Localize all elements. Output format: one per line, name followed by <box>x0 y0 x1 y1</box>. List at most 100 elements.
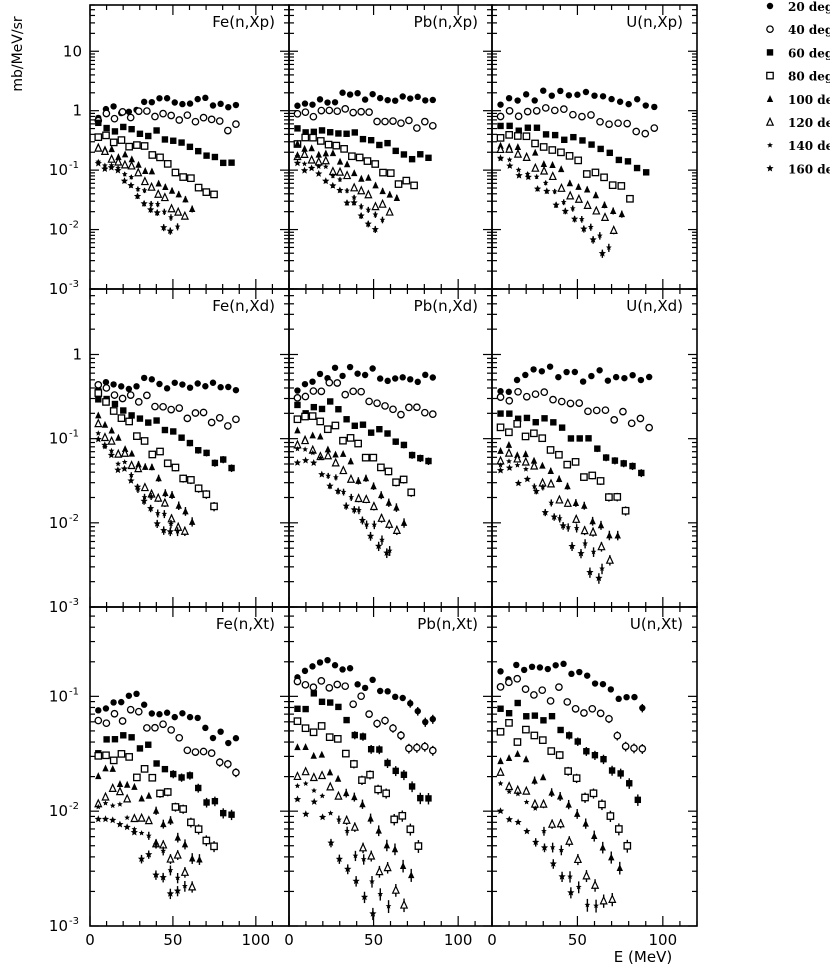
data-point <box>541 104 550 112</box>
data-point <box>392 525 401 534</box>
data-point <box>359 421 367 428</box>
data-point <box>160 223 168 231</box>
data-point <box>414 378 421 386</box>
data-point <box>363 157 372 165</box>
data-point <box>110 381 117 388</box>
data-point <box>557 148 565 157</box>
y-tick-label: 10 <box>49 917 68 935</box>
data-point <box>335 166 345 176</box>
data-point <box>399 475 408 484</box>
data-point <box>497 446 504 454</box>
data-point <box>118 717 127 725</box>
data-point <box>120 465 129 472</box>
data-point <box>136 130 144 137</box>
data-point <box>397 731 405 740</box>
data-point <box>534 185 542 192</box>
data-point <box>309 431 316 439</box>
data-point <box>300 166 309 174</box>
legend-label: 100 deg <box>788 93 830 107</box>
data-point <box>619 407 627 416</box>
data-point <box>344 187 350 193</box>
y-tick-label-exponent: -1 <box>69 429 79 440</box>
data-point <box>159 402 167 411</box>
series-40 deg <box>496 387 654 432</box>
data-point <box>151 723 159 732</box>
data-point <box>187 818 195 827</box>
data-point <box>559 521 567 529</box>
data-point <box>334 774 342 782</box>
data-point <box>228 464 235 472</box>
data-point <box>391 845 399 853</box>
data-point <box>155 179 162 187</box>
data-point <box>621 742 630 751</box>
data-point <box>317 106 326 115</box>
data-point <box>379 187 386 195</box>
data-point <box>210 190 218 199</box>
data-point <box>351 169 358 177</box>
data-point <box>333 474 339 480</box>
data-point <box>633 164 641 172</box>
data-point <box>357 387 365 396</box>
data-point <box>422 97 429 104</box>
data-point <box>293 394 302 402</box>
data-point <box>376 746 383 753</box>
data-point <box>372 181 379 189</box>
data-point <box>359 800 366 808</box>
data-point <box>101 165 109 172</box>
data-point <box>114 448 123 458</box>
data-point <box>294 153 301 159</box>
data-point <box>310 128 318 136</box>
data-point <box>373 117 381 126</box>
data-point <box>634 96 641 103</box>
legend-entry-140-deg: 140 deg <box>767 139 830 153</box>
data-point <box>144 815 153 825</box>
x-tick-label: 50 <box>163 931 182 949</box>
data-point <box>327 398 334 405</box>
data-point <box>402 176 411 185</box>
data-point <box>232 415 240 424</box>
data-point <box>615 156 623 164</box>
data-point <box>391 375 399 382</box>
data-point <box>522 371 529 379</box>
data-point <box>566 190 575 200</box>
data-point <box>140 765 149 773</box>
data-point <box>335 130 342 137</box>
x-tick-label: 100 <box>649 931 678 949</box>
data-point <box>632 127 641 136</box>
data-point <box>592 191 600 199</box>
series-160 deg <box>293 795 377 921</box>
data-point <box>148 493 154 499</box>
data-point <box>324 656 331 664</box>
data-point <box>160 820 167 828</box>
series-120 deg <box>496 766 617 908</box>
data-point <box>552 662 559 669</box>
data-point <box>138 794 145 802</box>
data-point <box>301 133 310 142</box>
data-point <box>555 450 563 459</box>
legend-label: 120 deg <box>788 116 830 130</box>
data-point <box>302 129 309 136</box>
data-point <box>136 745 144 752</box>
data-point <box>369 90 376 98</box>
data-point <box>322 177 330 185</box>
data-point <box>405 403 413 412</box>
data-point <box>293 717 302 726</box>
data-point <box>175 404 184 412</box>
data-point <box>194 183 203 192</box>
data-point <box>375 866 384 876</box>
data-point <box>359 135 367 143</box>
data-point <box>623 693 630 701</box>
data-point <box>407 488 416 497</box>
series-120 deg <box>293 435 401 536</box>
data-point <box>199 113 208 122</box>
series-80 deg <box>496 131 634 203</box>
data-point <box>211 153 219 161</box>
data-point <box>232 735 240 742</box>
data-point <box>293 159 302 167</box>
data-point <box>160 497 170 507</box>
data-point <box>606 812 615 820</box>
y-tick-label: 10 <box>49 161 68 179</box>
data-point <box>639 704 646 712</box>
data-point <box>576 435 583 442</box>
series-80 deg <box>496 718 632 853</box>
